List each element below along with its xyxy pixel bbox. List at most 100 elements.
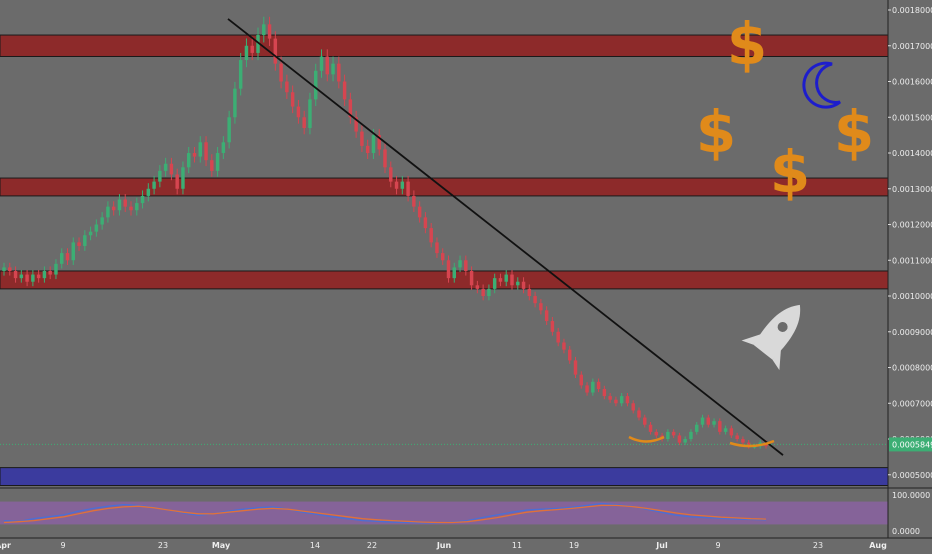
candle [498, 273, 503, 287]
candle [348, 92, 353, 124]
candle-body [129, 206, 133, 211]
candle [88, 226, 93, 241]
candle-body [735, 435, 739, 440]
candle [158, 165, 162, 188]
candle-body [111, 206, 116, 211]
candle-body [244, 45, 249, 61]
time-tick-label: Jul [655, 541, 668, 550]
time-tick-label: 9 [715, 541, 720, 550]
oscillator-band [0, 501, 888, 525]
candle-body [100, 217, 104, 225]
candle [608, 393, 612, 403]
candle [723, 425, 728, 435]
candle [163, 157, 168, 177]
candle-body [31, 274, 35, 282]
candle [544, 306, 549, 326]
candle [302, 110, 306, 135]
candle-body [527, 288, 532, 297]
price-tick-label: 0.0014000 [892, 149, 932, 158]
candle-body [400, 181, 405, 189]
candle-body [313, 70, 318, 100]
candle [706, 414, 711, 428]
candle [204, 136, 208, 167]
candle [683, 436, 687, 446]
candle [671, 429, 676, 439]
candle-body [539, 303, 543, 311]
candle-body [8, 267, 12, 271]
price-tick-label: 0.0018000 [892, 6, 932, 15]
price-tick-label: 0.0010000 [892, 292, 932, 301]
candle [741, 436, 745, 446]
candle-body [412, 195, 416, 207]
candle-body [192, 153, 197, 157]
candle-body [666, 431, 670, 440]
candle [290, 85, 295, 114]
candle [117, 194, 122, 216]
candle-body [654, 431, 659, 436]
candle-body [140, 195, 145, 204]
candle-body [181, 167, 185, 189]
candle-body [475, 285, 480, 289]
candle-body [146, 188, 151, 196]
candle-body [625, 396, 630, 404]
price-tick-label: 0.0012000 [892, 221, 932, 230]
candle-body [377, 135, 381, 150]
candle-body [319, 56, 324, 71]
candle-body [746, 442, 751, 447]
candle [383, 143, 387, 174]
candle [464, 255, 468, 276]
candle [210, 154, 214, 177]
price-tick-label: 0.0015000 [892, 113, 932, 122]
candle-body [602, 388, 607, 397]
candle-body [285, 81, 289, 93]
candle [458, 255, 462, 273]
candle [394, 175, 399, 195]
candle-body [279, 63, 283, 82]
candle [510, 270, 514, 290]
candle [83, 230, 87, 251]
candle [337, 56, 341, 89]
candle-body [464, 260, 468, 271]
candle [666, 429, 670, 442]
candle-body [233, 88, 237, 118]
candle-body [365, 145, 370, 154]
candle-body [723, 428, 728, 432]
candle-body [123, 199, 127, 207]
candle-body [371, 135, 376, 154]
candle [435, 237, 439, 258]
candle-body [712, 421, 716, 425]
dollar-sign-4: $ [770, 138, 810, 206]
price-axis: 0.0018000 0.0017000 0.0016000 0.0015000 0.00… [887, 0, 932, 538]
candle-body [348, 99, 353, 118]
candle-body [544, 310, 549, 322]
candles-layer [0, 16, 888, 449]
candle-body [585, 385, 589, 393]
candle [262, 16, 266, 43]
resistance-zone-2 [0, 177, 889, 197]
candle-body [440, 253, 445, 261]
candle [169, 157, 174, 181]
time-axis: Apr 9 23 May 14 22 Jun 11 19 Jul 9 23 Aug [0, 537, 932, 550]
candle-body [221, 142, 226, 154]
candle-body [550, 321, 555, 332]
candle [111, 201, 116, 216]
candle-body [689, 431, 693, 440]
time-axis-background [0, 538, 932, 550]
rocket-window [777, 321, 788, 332]
current-price-label: 0.0005849 [892, 440, 932, 449]
candle-body [394, 181, 399, 189]
oscillator-panel: 100.0000 0.0000 [0, 487, 932, 538]
candle [13, 266, 18, 283]
candle [452, 262, 457, 283]
candle [700, 414, 705, 428]
dollar-sign-3: $ [834, 98, 874, 166]
candle [331, 56, 335, 82]
candle-body [59, 253, 64, 264]
candle-body [706, 417, 711, 425]
time-tick-label: Aug [869, 541, 887, 550]
candle-body [429, 228, 433, 243]
candle-body [273, 38, 278, 64]
candle-body [354, 117, 358, 132]
candle-body [556, 331, 560, 343]
